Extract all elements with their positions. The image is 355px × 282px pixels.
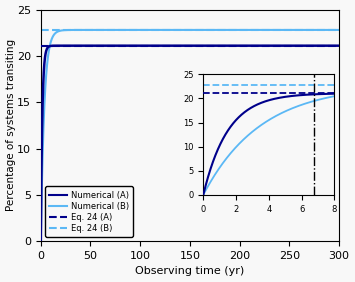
Y-axis label: Percentage of systems transiting: Percentage of systems transiting	[6, 39, 16, 212]
Legend: Numerical (A), Numerical (B), Eq. 24 (A), Eq. 24 (B): Numerical (A), Numerical (B), Eq. 24 (A)…	[45, 186, 133, 237]
X-axis label: Observing time (yr): Observing time (yr)	[135, 266, 245, 276]
